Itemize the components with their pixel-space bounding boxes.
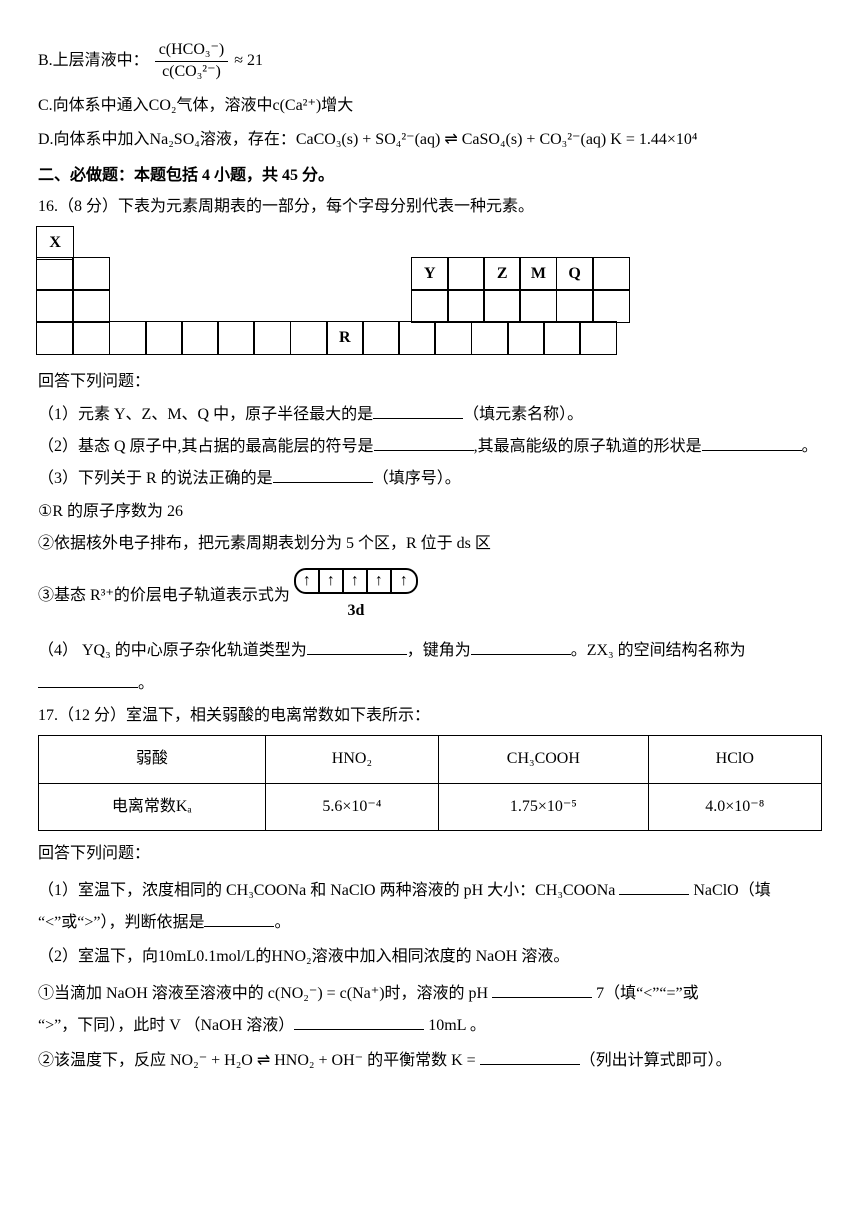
ptable-cell bbox=[556, 289, 594, 323]
orbital-label: 3d bbox=[347, 602, 364, 619]
ptable-cell-y: Y bbox=[411, 257, 449, 291]
blank-input[interactable] bbox=[471, 639, 571, 655]
ptable-cell bbox=[109, 321, 147, 355]
ptable-cell bbox=[447, 257, 485, 291]
table-header: HNO₂ bbox=[265, 736, 438, 783]
q17-part2: （2）室温下，向10mL0.1mol/L的HNO₂溶液中加入相同浓度的 NaOH… bbox=[38, 942, 822, 972]
orbital-up-icon: ↑ bbox=[368, 570, 392, 592]
q16-answer-prompt: 回答下列问题： bbox=[38, 367, 822, 397]
ptable-cell bbox=[592, 289, 630, 323]
ptable-cell bbox=[72, 321, 110, 355]
section-2-title: 二、必做题：本题包括 4 小题，共 45 分。 bbox=[38, 161, 822, 191]
orbital-up-icon: ↑ bbox=[344, 570, 368, 592]
ptable-cell bbox=[398, 321, 436, 355]
q16-part1: （1）元素 Y、Z、M、Q 中，原子半径最大的是（填元素名称）。 bbox=[38, 400, 822, 430]
ptable-cell bbox=[290, 321, 328, 355]
acids-table: 弱酸 HNO₂ CH₃COOH HClO 电离常数Kₐ 5.6×10⁻⁴ 1.7… bbox=[38, 735, 822, 831]
ptable-cell bbox=[181, 321, 219, 355]
ptable-cell-x: X bbox=[36, 226, 74, 260]
blank-input[interactable] bbox=[307, 639, 407, 655]
blank-input[interactable] bbox=[492, 982, 592, 998]
orbital-up-icon: ↑ bbox=[392, 570, 416, 592]
option-c: C.向体系中通入CO₂气体，溶液中c(Ca²⁺)增大 bbox=[38, 91, 822, 121]
option-b-prefix: B.上层清液中： bbox=[38, 52, 149, 69]
blank-input[interactable] bbox=[204, 911, 274, 927]
ptable-cell bbox=[36, 257, 74, 291]
table-cell: 电离常数Kₐ bbox=[39, 783, 266, 830]
q17-head: 17.（12 分）室温下，相关弱酸的电离常数如下表所示： bbox=[38, 701, 822, 731]
ptable-cell bbox=[447, 289, 485, 323]
table-header: HClO bbox=[648, 736, 821, 783]
q16-part4: （4） YQ₃ 的中心原子杂化轨道类型为，键角为。ZX₃ 的空间结构名称为 bbox=[38, 636, 822, 666]
ptable-cell bbox=[36, 321, 74, 355]
ptable-cell bbox=[253, 321, 291, 355]
ptable-cell bbox=[543, 321, 581, 355]
blank-input[interactable] bbox=[294, 1014, 424, 1030]
ptable-cell bbox=[471, 321, 509, 355]
blank-input[interactable] bbox=[273, 467, 373, 483]
ptable-cell bbox=[72, 257, 110, 291]
option-b-fraction: c(HCO₃⁻) c(CO₃²⁻) bbox=[155, 40, 229, 83]
ptable-cell bbox=[411, 289, 449, 323]
ptable-cell bbox=[579, 321, 617, 355]
q17-sub2: ②该温度下，反应 NO₂⁻ + H₂O ⇌ HNO₂ + OH⁻ 的平衡常数 K… bbox=[38, 1046, 822, 1076]
q17-sub1-cont: “>”，下同），此时 V （NaOH 溶液） 10mL 。 bbox=[38, 1011, 822, 1041]
ptable-cell-q: Q bbox=[556, 257, 594, 291]
ptable-cell bbox=[145, 321, 183, 355]
q16-part4-cont: 。 bbox=[38, 669, 822, 699]
ptable-cell bbox=[362, 321, 400, 355]
table-header: 弱酸 bbox=[39, 736, 266, 783]
option-d: D.向体系中加入Na₂SO₄溶液，存在：CaCO₃(s) + SO₄²⁻(aq)… bbox=[38, 125, 822, 155]
q17-sub1: ①当滴加 NaOH 溶液至溶液中的 c(NO₂⁻) = c(Na⁺)时，溶液的 … bbox=[38, 979, 822, 1009]
q16-head: 16.（8 分）下表为元素周期表的一部分，每个字母分别代表一种元素。 bbox=[38, 192, 822, 222]
ptable-cell bbox=[592, 257, 630, 291]
q17-answer-prompt: 回答下列问题： bbox=[38, 839, 822, 869]
ptable-cell-z: Z bbox=[483, 257, 521, 291]
orbital-up-icon: ↑ bbox=[320, 570, 344, 592]
table-header: CH₃COOH bbox=[439, 736, 648, 783]
orbital-up-icon: ↑ bbox=[296, 570, 320, 592]
table-cell: 1.75×10⁻⁵ bbox=[439, 783, 648, 830]
option-b-approx: ≈ 21 bbox=[234, 52, 263, 69]
q16-item3: ③基态 R³⁺的价层电子轨道表示式为 ↑ ↑ ↑ ↑ ↑ 3d bbox=[38, 566, 822, 627]
blank-input[interactable] bbox=[38, 672, 138, 688]
ptable-cell bbox=[507, 321, 545, 355]
ptable-cell-m: M bbox=[519, 257, 557, 291]
orbital-diagram: ↑ ↑ ↑ ↑ ↑ 3d bbox=[294, 566, 418, 627]
q16-item1: ①R 的原子序数为 26 bbox=[38, 497, 822, 527]
blank-input[interactable] bbox=[374, 435, 474, 451]
q16-item2: ②依据核外电子排布，把元素周期表划分为 5 个区，R 位于 ds 区 bbox=[38, 529, 822, 559]
blank-input[interactable] bbox=[480, 1049, 580, 1065]
ptable-cell-r: R bbox=[326, 321, 364, 355]
table-cell: 4.0×10⁻⁸ bbox=[648, 783, 821, 830]
table-cell: 5.6×10⁻⁴ bbox=[265, 783, 438, 830]
ptable-cell bbox=[217, 321, 255, 355]
ptable-cell bbox=[36, 289, 74, 323]
q16-part3: （3）下列关于 R 的说法正确的是（填序号）。 bbox=[38, 464, 822, 494]
q16-part2: （2）基态 Q 原子中,其占据的最高能层的符号是,其最高能级的原子轨道的形状是。 bbox=[38, 432, 822, 462]
ptable-cell bbox=[483, 289, 521, 323]
q17-part1: （1）室温下，浓度相同的 CH₃COONa 和 NaClO 两种溶液的 pH 大… bbox=[38, 876, 822, 906]
ptable-cell bbox=[72, 289, 110, 323]
blank-input[interactable] bbox=[373, 403, 463, 419]
option-b: B.上层清液中： c(HCO₃⁻) c(CO₃²⁻) ≈ 21 bbox=[38, 40, 822, 83]
ptable-cell bbox=[519, 289, 557, 323]
blank-input[interactable] bbox=[619, 879, 689, 895]
blank-input[interactable] bbox=[702, 435, 802, 451]
periodic-table: X Y Z M Q R bbox=[38, 228, 822, 355]
ptable-cell bbox=[434, 321, 472, 355]
q17-part1-cont: “<”或“>”），判断依据是。 bbox=[38, 908, 822, 938]
